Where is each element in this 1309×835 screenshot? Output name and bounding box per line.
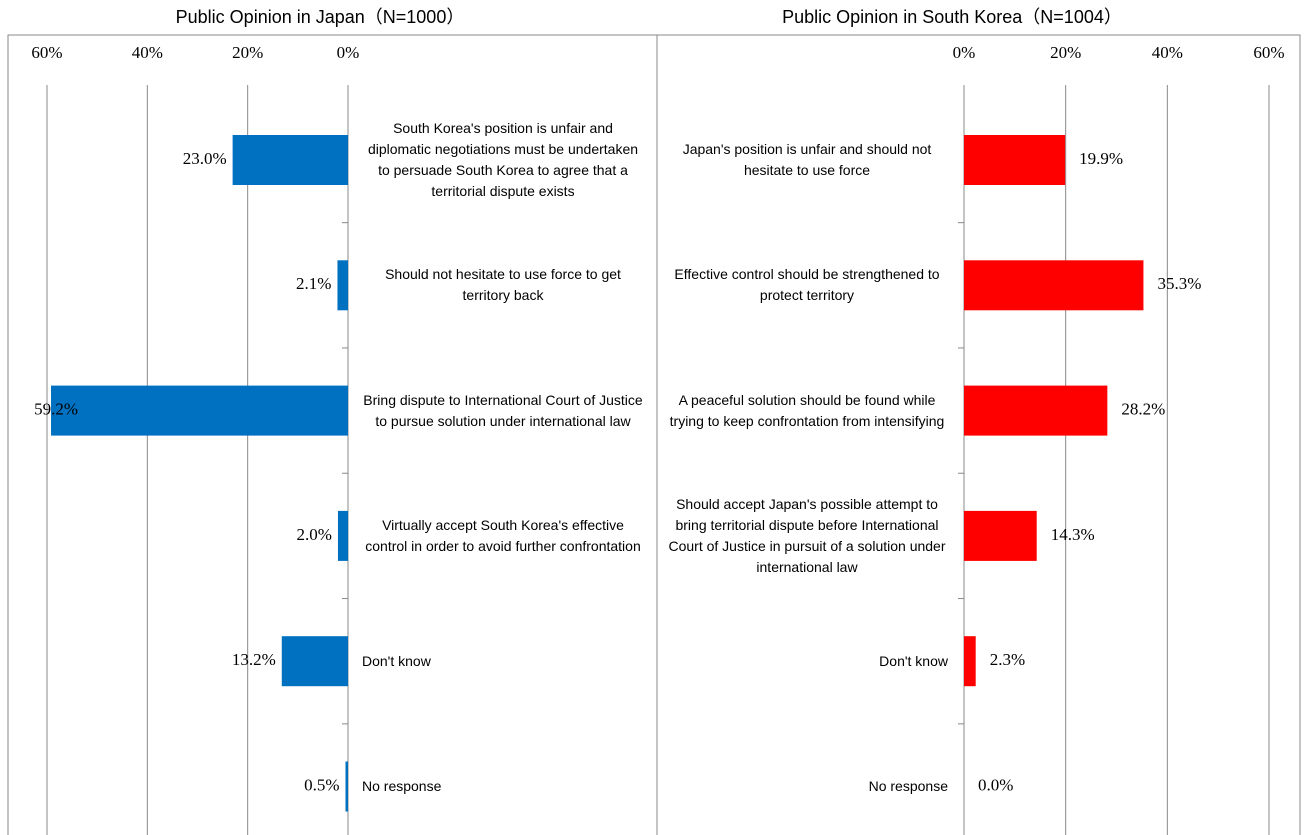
- chart-title: Public Opinion in South Korea（N=1004）: [782, 7, 1122, 27]
- category-label: Should accept Japan's possible attempt t…: [668, 495, 946, 575]
- x-tick-label: 20%: [232, 43, 263, 62]
- x-tick-label: 40%: [1152, 43, 1183, 62]
- category-label: A peaceful solution should be found whil…: [669, 391, 945, 429]
- bar: [51, 385, 348, 436]
- category-label-box: South Korea's position is unfair and dip…: [362, 97, 646, 222]
- category-label-box: No response: [664, 724, 948, 835]
- category-label-wrap: Don't know: [362, 599, 646, 724]
- bar: [345, 761, 348, 812]
- x-tick-label: 0%: [953, 43, 976, 62]
- x-tick-label: 40%: [132, 43, 163, 62]
- category-label-wrap: South Korea's position is unfair and dip…: [362, 97, 646, 222]
- category-label-wrap: Effective control should be strengthened…: [664, 223, 948, 348]
- category-label-wrap: Should not hesitate to use force to get …: [362, 223, 646, 348]
- category-label-box: Should accept Japan's possible attempt t…: [664, 473, 948, 598]
- bar: [964, 135, 1066, 185]
- category-label: Japan's position is unfair and should no…: [682, 140, 932, 178]
- value-label: 59.2%: [34, 400, 78, 419]
- bar: [337, 510, 348, 561]
- chart-title: Public Opinion in Japan（N=1000）: [176, 7, 465, 27]
- category-label-box: Don't know: [362, 599, 646, 724]
- x-tick-label: 60%: [1253, 43, 1284, 62]
- category-label-wrap: No response: [664, 724, 948, 835]
- category-label-box: Should not hesitate to use force to get …: [362, 223, 646, 348]
- category-label: South Korea's position is unfair and dip…: [367, 119, 639, 199]
- category-label-wrap: Don't know: [664, 599, 948, 724]
- value-label: 0.5%: [304, 775, 339, 794]
- category-label-wrap: Bring dispute to International Court of …: [362, 348, 646, 473]
- bar: [964, 260, 1144, 311]
- value-label: 2.1%: [296, 274, 331, 293]
- value-label: 2.0%: [297, 525, 332, 544]
- category-label-box: Virtually accept South Korea's effective…: [362, 473, 646, 598]
- x-tick-label: 60%: [31, 43, 62, 62]
- value-label: 23.0%: [183, 149, 227, 168]
- category-label-box: No response: [362, 724, 646, 835]
- category-label-wrap: A peaceful solution should be found whil…: [664, 348, 948, 473]
- value-label: 13.2%: [232, 650, 276, 669]
- category-label: Bring dispute to International Court of …: [363, 391, 643, 429]
- category-label: No response: [362, 777, 442, 794]
- category-label-wrap: Virtually accept South Korea's effective…: [362, 473, 646, 598]
- category-label-wrap: Should accept Japan's possible attempt t…: [664, 473, 948, 598]
- x-tick-label: 20%: [1050, 43, 1081, 62]
- category-label-wrap: Japan's position is unfair and should no…: [664, 97, 948, 222]
- bar: [964, 636, 976, 687]
- x-tick-label: 0%: [337, 43, 360, 62]
- value-label: 19.9%: [1079, 149, 1123, 168]
- category-label-box: Japan's position is unfair and should no…: [664, 97, 948, 222]
- category-label: Virtually accept South Korea's effective…: [365, 516, 641, 554]
- value-label: 35.3%: [1157, 274, 1201, 293]
- value-label: 2.3%: [990, 650, 1025, 669]
- category-label: Don't know: [879, 652, 948, 669]
- value-label: 0.0%: [978, 775, 1013, 794]
- category-label-box: Don't know: [664, 599, 948, 724]
- category-label: Should not hesitate to use force to get …: [385, 266, 621, 304]
- bar: [232, 135, 348, 185]
- bar: [281, 636, 348, 687]
- category-label-box: A peaceful solution should be found whil…: [664, 348, 948, 473]
- category-label: No response: [868, 777, 948, 794]
- frame: [7, 34, 1301, 835]
- category-label-wrap: No response: [362, 724, 646, 835]
- value-label: 28.2%: [1121, 400, 1165, 419]
- bar: [337, 260, 348, 311]
- category-label-box: Bring dispute to International Court of …: [362, 348, 646, 473]
- category-label: Effective control should be strengthened…: [674, 266, 940, 304]
- category-label-box: Effective control should be strengthened…: [664, 223, 948, 348]
- bar: [964, 385, 1108, 436]
- category-label: Don't know: [362, 652, 431, 669]
- bar: [964, 510, 1037, 561]
- value-label: 14.3%: [1051, 525, 1095, 544]
